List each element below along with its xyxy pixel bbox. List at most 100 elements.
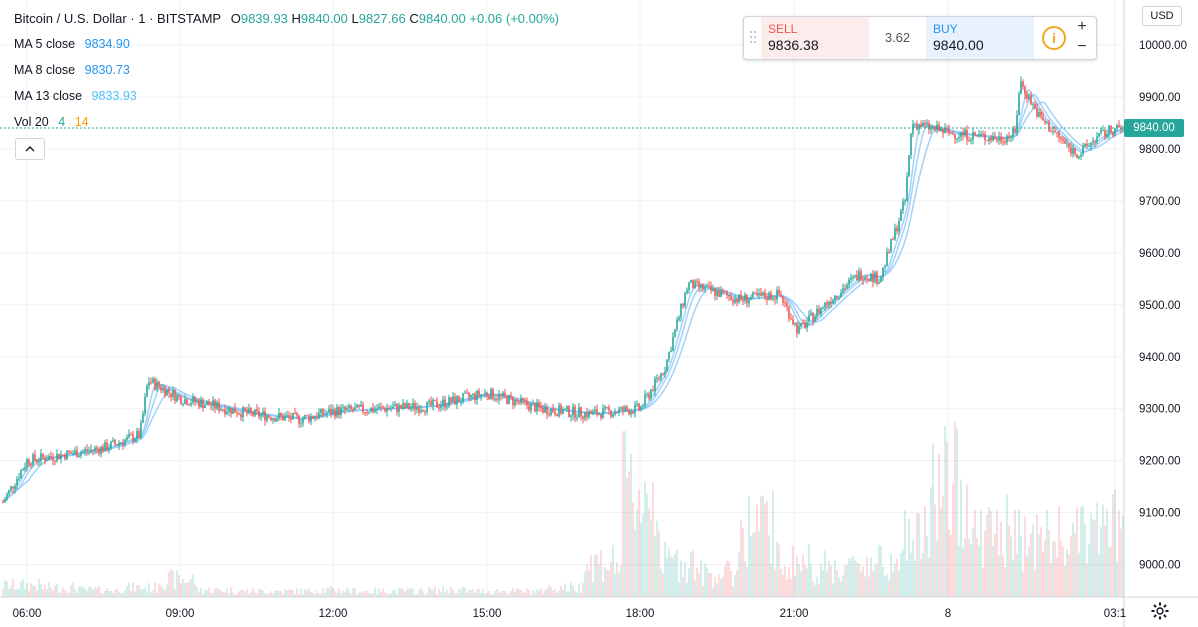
candle-body [86, 449, 88, 452]
volume-bar [72, 582, 74, 597]
volume-bar [782, 574, 784, 597]
candle-body [34, 454, 36, 461]
candle-body [260, 414, 262, 417]
volume-bar [526, 588, 528, 597]
candle-body [786, 303, 788, 307]
candle-body [630, 411, 632, 415]
candle-body [592, 411, 594, 414]
candle-body [862, 279, 864, 281]
volume-bar [380, 592, 382, 597]
volume-bar [646, 493, 648, 597]
volume-bar [22, 579, 24, 597]
candle-body [436, 400, 438, 408]
volume-legend[interactable]: Vol 20 4 14 [14, 115, 95, 129]
candle-body [934, 126, 936, 131]
candle-body [442, 399, 444, 406]
volume-bar [42, 589, 44, 597]
zoom-in-button[interactable]: + [1077, 18, 1087, 35]
candle-body [174, 390, 176, 401]
volume-bar [812, 581, 814, 597]
candle-body [288, 415, 290, 418]
volume-bar [470, 590, 472, 597]
candle-body [896, 227, 898, 232]
volume-bar [842, 575, 844, 597]
volume-bar [660, 568, 662, 597]
candle-body [152, 378, 154, 383]
candle-body [594, 409, 596, 412]
volume-bar [1084, 523, 1086, 597]
candle-body [782, 296, 784, 303]
volume-bar [756, 504, 758, 597]
candle-body [394, 404, 396, 407]
volume-bar [268, 593, 270, 597]
candle-body [172, 390, 174, 398]
ma8-legend[interactable]: MA 8 close 9830.73 [14, 63, 136, 77]
collapse-legend-button[interactable] [15, 138, 45, 160]
sell-button[interactable]: SELL 9836.38 [761, 17, 869, 59]
candle-body [750, 297, 752, 300]
ma5-legend[interactable]: MA 5 close 9834.90 [14, 37, 136, 51]
volume-bar [1048, 530, 1050, 597]
volume-bar [520, 589, 522, 597]
candle-body [332, 409, 334, 415]
candle-body [1022, 81, 1024, 87]
volume-bar [186, 583, 188, 597]
candle-body [1052, 131, 1054, 133]
candle-body [926, 122, 928, 125]
candle-body [46, 460, 48, 462]
volume-bar [240, 589, 242, 597]
volume-bar [442, 586, 444, 597]
candle-body [472, 393, 474, 396]
candle-body [6, 494, 8, 500]
volume-bar [292, 590, 294, 597]
volume-bar [136, 585, 138, 597]
volume-bar [2, 588, 4, 597]
candle-body [410, 407, 412, 409]
candle-body [770, 292, 772, 300]
candle-body [728, 295, 730, 297]
volume-bar [898, 570, 900, 597]
candle-body [500, 394, 502, 396]
candle-body [744, 294, 746, 301]
volume-bar [174, 588, 176, 597]
volume-bar [238, 591, 240, 597]
candle-body [1102, 130, 1104, 132]
volume-bar [284, 589, 286, 597]
candle-body [42, 453, 44, 458]
candle-body [1026, 94, 1028, 99]
volume-bar [418, 590, 420, 597]
volume-bar [924, 505, 926, 597]
drag-handle-icon[interactable] [748, 28, 758, 48]
volume-bar [484, 594, 486, 597]
candle-body [1082, 146, 1084, 155]
symbol-legend[interactable]: Bitcoin / U.S. Dollar · 1 · BITSTAMP O98… [14, 11, 559, 26]
volume-bar [178, 575, 180, 597]
candle-body [664, 371, 666, 375]
candle-body [574, 406, 576, 418]
candle-body [822, 307, 824, 309]
volume-bar [572, 585, 574, 597]
currency-button[interactable]: USD [1142, 6, 1182, 26]
ma13-legend[interactable]: MA 13 close 9833.93 [14, 89, 143, 103]
buy-button[interactable]: BUY 9840.00 [926, 17, 1034, 59]
candle-body [170, 392, 172, 398]
volume-bar [904, 509, 906, 597]
volume-bar [456, 592, 458, 597]
volume-bar [936, 540, 938, 597]
volume-bar [1112, 494, 1114, 597]
candle-body [764, 292, 766, 298]
candle-body [704, 286, 706, 290]
volume-bar [760, 496, 762, 597]
candle-body [798, 326, 800, 334]
volume-bar [664, 541, 666, 597]
zoom-out-button[interactable]: − [1077, 38, 1087, 55]
candle-body [996, 139, 998, 141]
candle-body [52, 457, 54, 461]
volume-bar [464, 587, 466, 597]
volume-bar [184, 582, 186, 597]
candle-body [880, 277, 882, 283]
volume-bar [32, 585, 34, 597]
info-icon[interactable]: i [1042, 26, 1066, 50]
gear-icon[interactable] [1150, 601, 1170, 621]
